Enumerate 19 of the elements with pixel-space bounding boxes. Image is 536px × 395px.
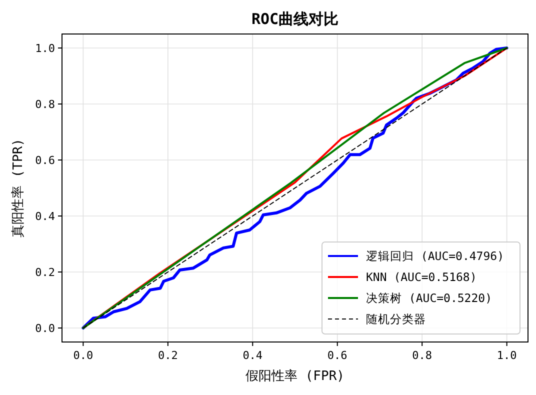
y-tick-label: 0.4	[35, 210, 56, 223]
y-tick-label: 0.6	[35, 154, 55, 167]
legend-label: 逻辑回归 (AUC=0.4796)	[366, 249, 504, 263]
x-tick-label: 0.6	[327, 349, 348, 362]
x-tick-label: 0.8	[412, 349, 432, 362]
x-tick-label: 0.2	[158, 349, 178, 362]
x-tick-label: 0.0	[73, 349, 94, 362]
legend-label: KNN (AUC=0.5168)	[366, 270, 477, 284]
y-tick-label: 0.8	[35, 98, 55, 111]
x-axis-title: 假阳性率 (FPR)	[246, 368, 344, 384]
y-axis-title: 真阳性率 (TPR)	[10, 138, 26, 238]
legend-label: 决策树 (AUC=0.5220)	[366, 291, 492, 305]
y-tick-label: 0.0	[35, 322, 55, 335]
y-tick-label: 1.0	[35, 42, 55, 55]
x-tick-label: 0.4	[242, 349, 263, 362]
y-tick-label: 0.2	[35, 266, 55, 279]
x-tick-label: 1.0	[496, 349, 517, 362]
legend-label: 随机分类器	[366, 312, 426, 326]
chart-title: ROC曲线对比	[251, 10, 339, 28]
